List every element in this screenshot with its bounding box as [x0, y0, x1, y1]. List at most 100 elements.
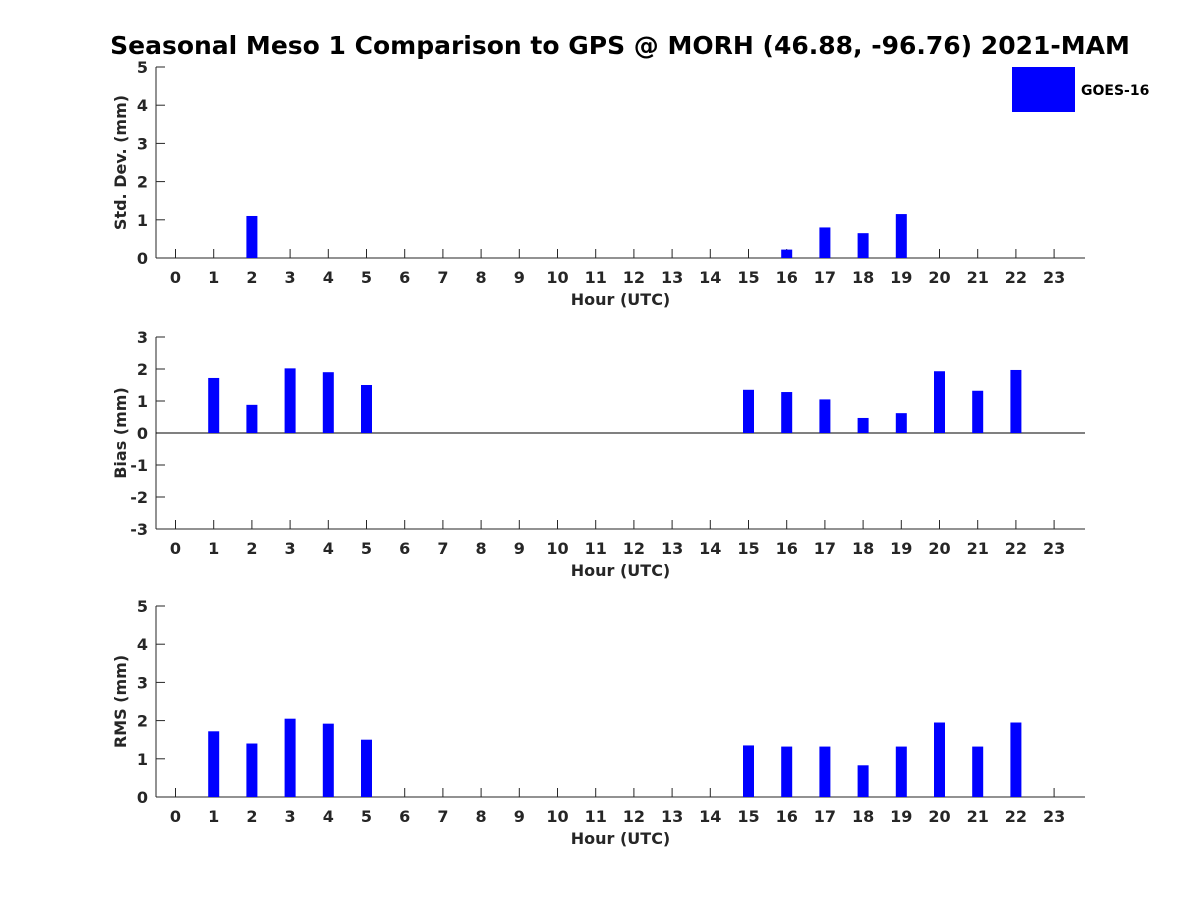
y-tick-label: -2: [130, 488, 148, 507]
x-tick-label: 7: [437, 539, 448, 558]
bar-hour-20: [934, 722, 945, 797]
bar-hour-2: [246, 743, 258, 797]
x-tick-label: 5: [361, 807, 372, 826]
bar-hour-2: [246, 215, 258, 258]
x-tick-label: 22: [1005, 268, 1027, 287]
x-tick-label: 6: [399, 539, 410, 558]
x-tick-label: 14: [699, 268, 721, 287]
bar-hour-21: [972, 390, 984, 433]
y-tick-label: 3: [137, 134, 148, 153]
x-tick-label: 6: [399, 807, 410, 826]
y-tick-label: 1: [137, 750, 148, 769]
bar-hour-19: [895, 214, 907, 258]
x-tick-label: 17: [814, 268, 836, 287]
legend-label: GOES-16: [1081, 83, 1149, 99]
x-tick-label: 10: [546, 807, 568, 826]
y-tick-label: 3: [137, 328, 148, 347]
x-tick-label: 15: [737, 268, 759, 287]
y-tick-label: 2: [137, 712, 148, 731]
x-tick-label: 13: [661, 807, 683, 826]
x-tick-label: 18: [852, 807, 874, 826]
y-tick-label: 2: [137, 173, 148, 192]
x-tick-label: 4: [323, 539, 334, 558]
x-tick-label: 14: [699, 539, 721, 558]
bar-hour-18: [857, 417, 869, 433]
bar-hour-18: [857, 233, 869, 258]
x-tick-label: 23: [1043, 539, 1065, 558]
y-tick-label: 5: [137, 58, 148, 77]
x-tick-label: 22: [1005, 539, 1027, 558]
bar-hour-4: [322, 723, 334, 797]
y-tick-label: 4: [137, 96, 148, 115]
x-tick-label: 12: [623, 539, 645, 558]
x-tick-label: 15: [737, 539, 759, 558]
x-tick-label: 0: [170, 268, 181, 287]
bar-hour-19: [895, 413, 907, 433]
x-tick-label: 5: [361, 268, 372, 287]
x-tick-label: 3: [285, 268, 296, 287]
y-tick-label: -1: [130, 456, 148, 475]
y-axis-label: Std. Dev. (mm): [111, 95, 130, 230]
y-tick-label: 0: [137, 424, 148, 443]
bar-hour-17: [819, 746, 831, 797]
x-tick-label: 13: [661, 268, 683, 287]
bar-hour-15: [743, 745, 754, 797]
x-tick-label: 12: [623, 268, 645, 287]
x-tick-label: 2: [246, 268, 257, 287]
legend-swatch: [1012, 67, 1075, 112]
bar-hour-21: [972, 746, 984, 797]
x-tick-label: 10: [546, 539, 568, 558]
y-tick-label: -3: [130, 520, 148, 539]
y-tick-label: 1: [137, 211, 148, 230]
y-tick-label: 3: [137, 673, 148, 692]
y-tick-label: 4: [137, 635, 148, 654]
x-tick-label: 10: [546, 268, 568, 287]
x-tick-label: 5: [361, 539, 372, 558]
y-tick-label: 0: [137, 788, 148, 807]
legend: GOES-16: [1012, 67, 1149, 112]
bar-hour-3: [284, 718, 296, 797]
y-tick-label: 1: [137, 392, 148, 411]
x-tick-label: 12: [623, 807, 645, 826]
bar-hour-16: [781, 249, 793, 258]
x-tick-label: 23: [1043, 268, 1065, 287]
x-tick-label: 18: [852, 539, 874, 558]
x-axis-label: Hour (UTC): [571, 829, 671, 848]
x-tick-label: 21: [967, 807, 989, 826]
x-tick-label: 2: [246, 807, 257, 826]
bar-hour-1: [208, 731, 220, 797]
x-tick-label: 6: [399, 268, 410, 287]
y-tick-label: 0: [137, 249, 148, 268]
x-tick-label: 7: [437, 268, 448, 287]
x-tick-label: 13: [661, 539, 683, 558]
x-tick-label: 0: [170, 539, 181, 558]
x-tick-label: 9: [514, 268, 525, 287]
bar-hour-16: [781, 746, 793, 797]
x-tick-label: 3: [285, 807, 296, 826]
y-tick-label: 5: [137, 597, 148, 616]
bar-hour-20: [934, 371, 945, 433]
x-tick-label: 11: [585, 539, 607, 558]
x-tick-label: 16: [776, 539, 798, 558]
x-tick-label: 22: [1005, 807, 1027, 826]
x-tick-label: 1: [208, 539, 219, 558]
x-tick-label: 8: [476, 539, 487, 558]
x-tick-label: 19: [890, 807, 912, 826]
bar-hour-17: [819, 399, 831, 433]
x-tick-label: 8: [476, 807, 487, 826]
x-tick-label: 20: [928, 539, 950, 558]
chart-title: Seasonal Meso 1 Comparison to GPS @ MORH…: [110, 31, 1130, 60]
x-tick-label: 20: [928, 268, 950, 287]
x-tick-label: 21: [967, 539, 989, 558]
x-tick-label: 18: [852, 268, 874, 287]
bar-hour-1: [208, 377, 220, 433]
x-tick-label: 16: [776, 807, 798, 826]
bar-hour-17: [819, 227, 831, 258]
x-tick-label: 9: [514, 539, 525, 558]
x-tick-label: 1: [208, 807, 219, 826]
